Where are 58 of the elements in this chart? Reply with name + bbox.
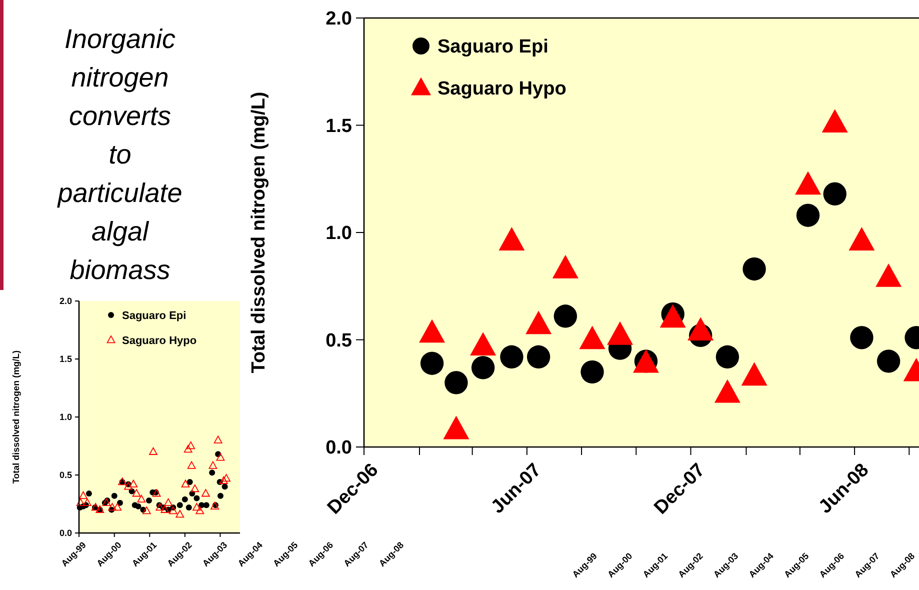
point <box>129 480 138 488</box>
legend-label: Saguaro Epi <box>122 310 186 322</box>
point <box>194 495 200 502</box>
y-tick-label: 0.5 <box>326 330 352 352</box>
point <box>86 490 92 497</box>
point <box>79 491 88 500</box>
point <box>146 498 152 504</box>
legend-label: Saguaro Epi <box>438 36 548 58</box>
point <box>83 498 92 506</box>
text: Inorganic nitrogen converts to particulate algal biomass <box>56 24 182 285</box>
point <box>156 502 164 511</box>
point <box>76 498 85 506</box>
y-tick-label: 1.0 <box>59 412 72 422</box>
point <box>222 484 228 490</box>
y-tick-label: 2.0 <box>59 296 72 306</box>
point <box>192 502 201 511</box>
point <box>135 503 142 510</box>
y-tick-label: 1.5 <box>59 354 72 364</box>
point <box>137 494 146 503</box>
point <box>219 476 228 484</box>
point <box>132 489 141 497</box>
point <box>201 489 210 497</box>
point <box>176 502 183 508</box>
point <box>186 504 192 510</box>
y-axis-title: Total dissolved nitrogen (mg/L) <box>11 350 22 484</box>
point <box>176 510 184 518</box>
point <box>209 470 216 476</box>
point <box>190 484 200 492</box>
y-tick-label: 0.0 <box>59 528 72 538</box>
point <box>184 444 192 453</box>
point <box>149 447 158 455</box>
point <box>217 492 224 499</box>
y-tick-label: 1.5 <box>326 116 352 137</box>
y-tick-label: 1.0 <box>326 223 352 244</box>
y-tick-label: 0.5 <box>59 470 72 480</box>
point <box>216 453 225 461</box>
point <box>108 502 116 511</box>
y-tick-label: 0.0 <box>326 438 352 459</box>
point <box>124 482 132 490</box>
point <box>168 506 178 514</box>
point <box>187 461 196 469</box>
point <box>186 478 193 485</box>
legend-label: Saguaro Hypo <box>438 78 566 100</box>
point <box>113 502 122 511</box>
point <box>182 496 188 502</box>
point <box>181 480 190 488</box>
y-axis-title: Total dissolved nitrogen (mg/L) <box>248 92 270 374</box>
point <box>214 436 222 444</box>
point <box>160 505 170 513</box>
point <box>196 506 204 514</box>
y-tick-label: 2.0 <box>326 8 352 30</box>
legend-label: Saguaro Hypo <box>122 334 197 347</box>
point <box>186 442 196 450</box>
point <box>164 498 172 506</box>
point <box>222 474 230 482</box>
point <box>142 506 151 514</box>
point <box>111 492 118 499</box>
point <box>208 461 218 469</box>
